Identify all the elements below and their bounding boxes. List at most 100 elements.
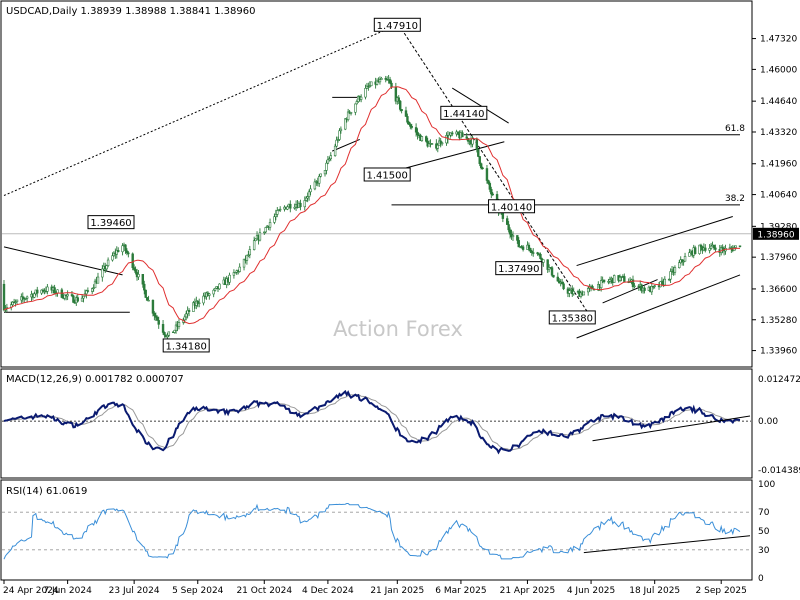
candle-body (407, 121, 411, 125)
candle-body (698, 244, 701, 254)
candle-body (516, 235, 519, 241)
candle-body (66, 294, 69, 297)
x-axis-label: 5 Sep 2024 (172, 586, 224, 596)
x-axis-label: 2 Sep 2025 (696, 586, 747, 596)
candle-body (132, 267, 136, 270)
candle-body (228, 274, 231, 283)
candle-body (478, 156, 481, 164)
candle-body (475, 138, 479, 150)
candle-body (268, 222, 272, 228)
candle-body (659, 281, 662, 288)
candle-body (479, 163, 483, 169)
candle-body (208, 293, 211, 296)
candle-body (213, 287, 217, 291)
candle-body (105, 265, 108, 270)
candle-body (390, 82, 393, 88)
candle-body (380, 78, 383, 80)
x-axis-label: 4 Jun 2025 (567, 586, 615, 596)
symbol-line: USDCAD,Daily 1.38939 1.38988 1.38841 1.3… (6, 6, 256, 17)
candle-body (248, 249, 252, 256)
candle-body (613, 275, 616, 283)
candle-body (335, 139, 338, 147)
candle-body (85, 290, 88, 295)
candle-body (293, 206, 296, 209)
candle-body (245, 254, 249, 261)
candle-body (704, 247, 707, 251)
price-axis-label: 1.33960 (760, 347, 797, 357)
candle-body (11, 301, 14, 305)
candle-body (286, 206, 289, 210)
candle-body (507, 224, 510, 231)
candle-body (177, 322, 181, 327)
candle-body (307, 191, 311, 197)
candle-body (536, 252, 539, 255)
candle-body (682, 260, 685, 263)
candle-body (274, 214, 278, 218)
candle-body (404, 110, 408, 117)
candle-body (242, 258, 246, 268)
candle-body (440, 142, 444, 145)
candle-body (712, 244, 716, 249)
candle-body (173, 329, 176, 333)
candle-body (466, 137, 470, 142)
candle-body (192, 302, 195, 312)
candle-body (530, 250, 533, 253)
candle-body (60, 289, 64, 298)
rsi-axis-label: 100 (758, 480, 775, 490)
candle-body (264, 227, 267, 233)
candle-body (414, 127, 418, 133)
fib-label: 38.2 (725, 194, 745, 204)
candle-body (517, 240, 520, 248)
candle-body (326, 159, 330, 164)
candle-body (436, 144, 439, 149)
candle-body (15, 299, 19, 302)
candle-body (161, 324, 165, 333)
price-axis-label: 1.41960 (760, 160, 797, 170)
candle-body (318, 176, 321, 184)
candle-body (663, 278, 667, 286)
candle-body (556, 276, 560, 282)
rsi-axis-label: 70 (758, 508, 770, 518)
candle-body (465, 136, 468, 139)
candle-body (693, 247, 697, 254)
candle-body (368, 85, 372, 87)
candle-body (238, 266, 241, 272)
candle-body (618, 276, 622, 281)
price-annotation-box (363, 167, 411, 182)
candle-body (355, 101, 359, 105)
current-price-tag (753, 227, 799, 240)
candle-body (323, 170, 327, 175)
x-axis-label: 4 Dec 2024 (302, 586, 354, 596)
candle-body (258, 232, 262, 241)
candle-body (680, 259, 684, 262)
price-annotation-box (495, 261, 543, 276)
candle-body (263, 231, 266, 234)
candle-body (202, 295, 205, 304)
price-axis-label: 1.40640 (760, 191, 797, 201)
candle-body (70, 294, 74, 297)
candle-body (187, 310, 191, 312)
candle-body (93, 280, 97, 289)
candle-body (532, 252, 535, 254)
candle-body (375, 80, 379, 85)
price-annotation: 1.37490 (498, 264, 539, 275)
candle-body (289, 203, 292, 209)
price-panel (0, 0, 753, 368)
candle-body (325, 162, 328, 171)
candle-body (46, 286, 49, 292)
candle-body (125, 250, 129, 254)
candle-body (111, 255, 114, 261)
candle-body (167, 331, 171, 336)
candle-body (156, 317, 159, 321)
rsi-axis-label: 50 (758, 527, 770, 537)
candle-body (86, 290, 90, 292)
decline-dashed-trendline (398, 24, 592, 318)
candle-body (24, 298, 27, 300)
candle-body (542, 259, 545, 263)
candle-body (420, 136, 424, 142)
candle-body (234, 272, 237, 274)
candle-body (623, 276, 626, 282)
candle-body (471, 138, 474, 145)
price-annotation-box (87, 215, 135, 230)
